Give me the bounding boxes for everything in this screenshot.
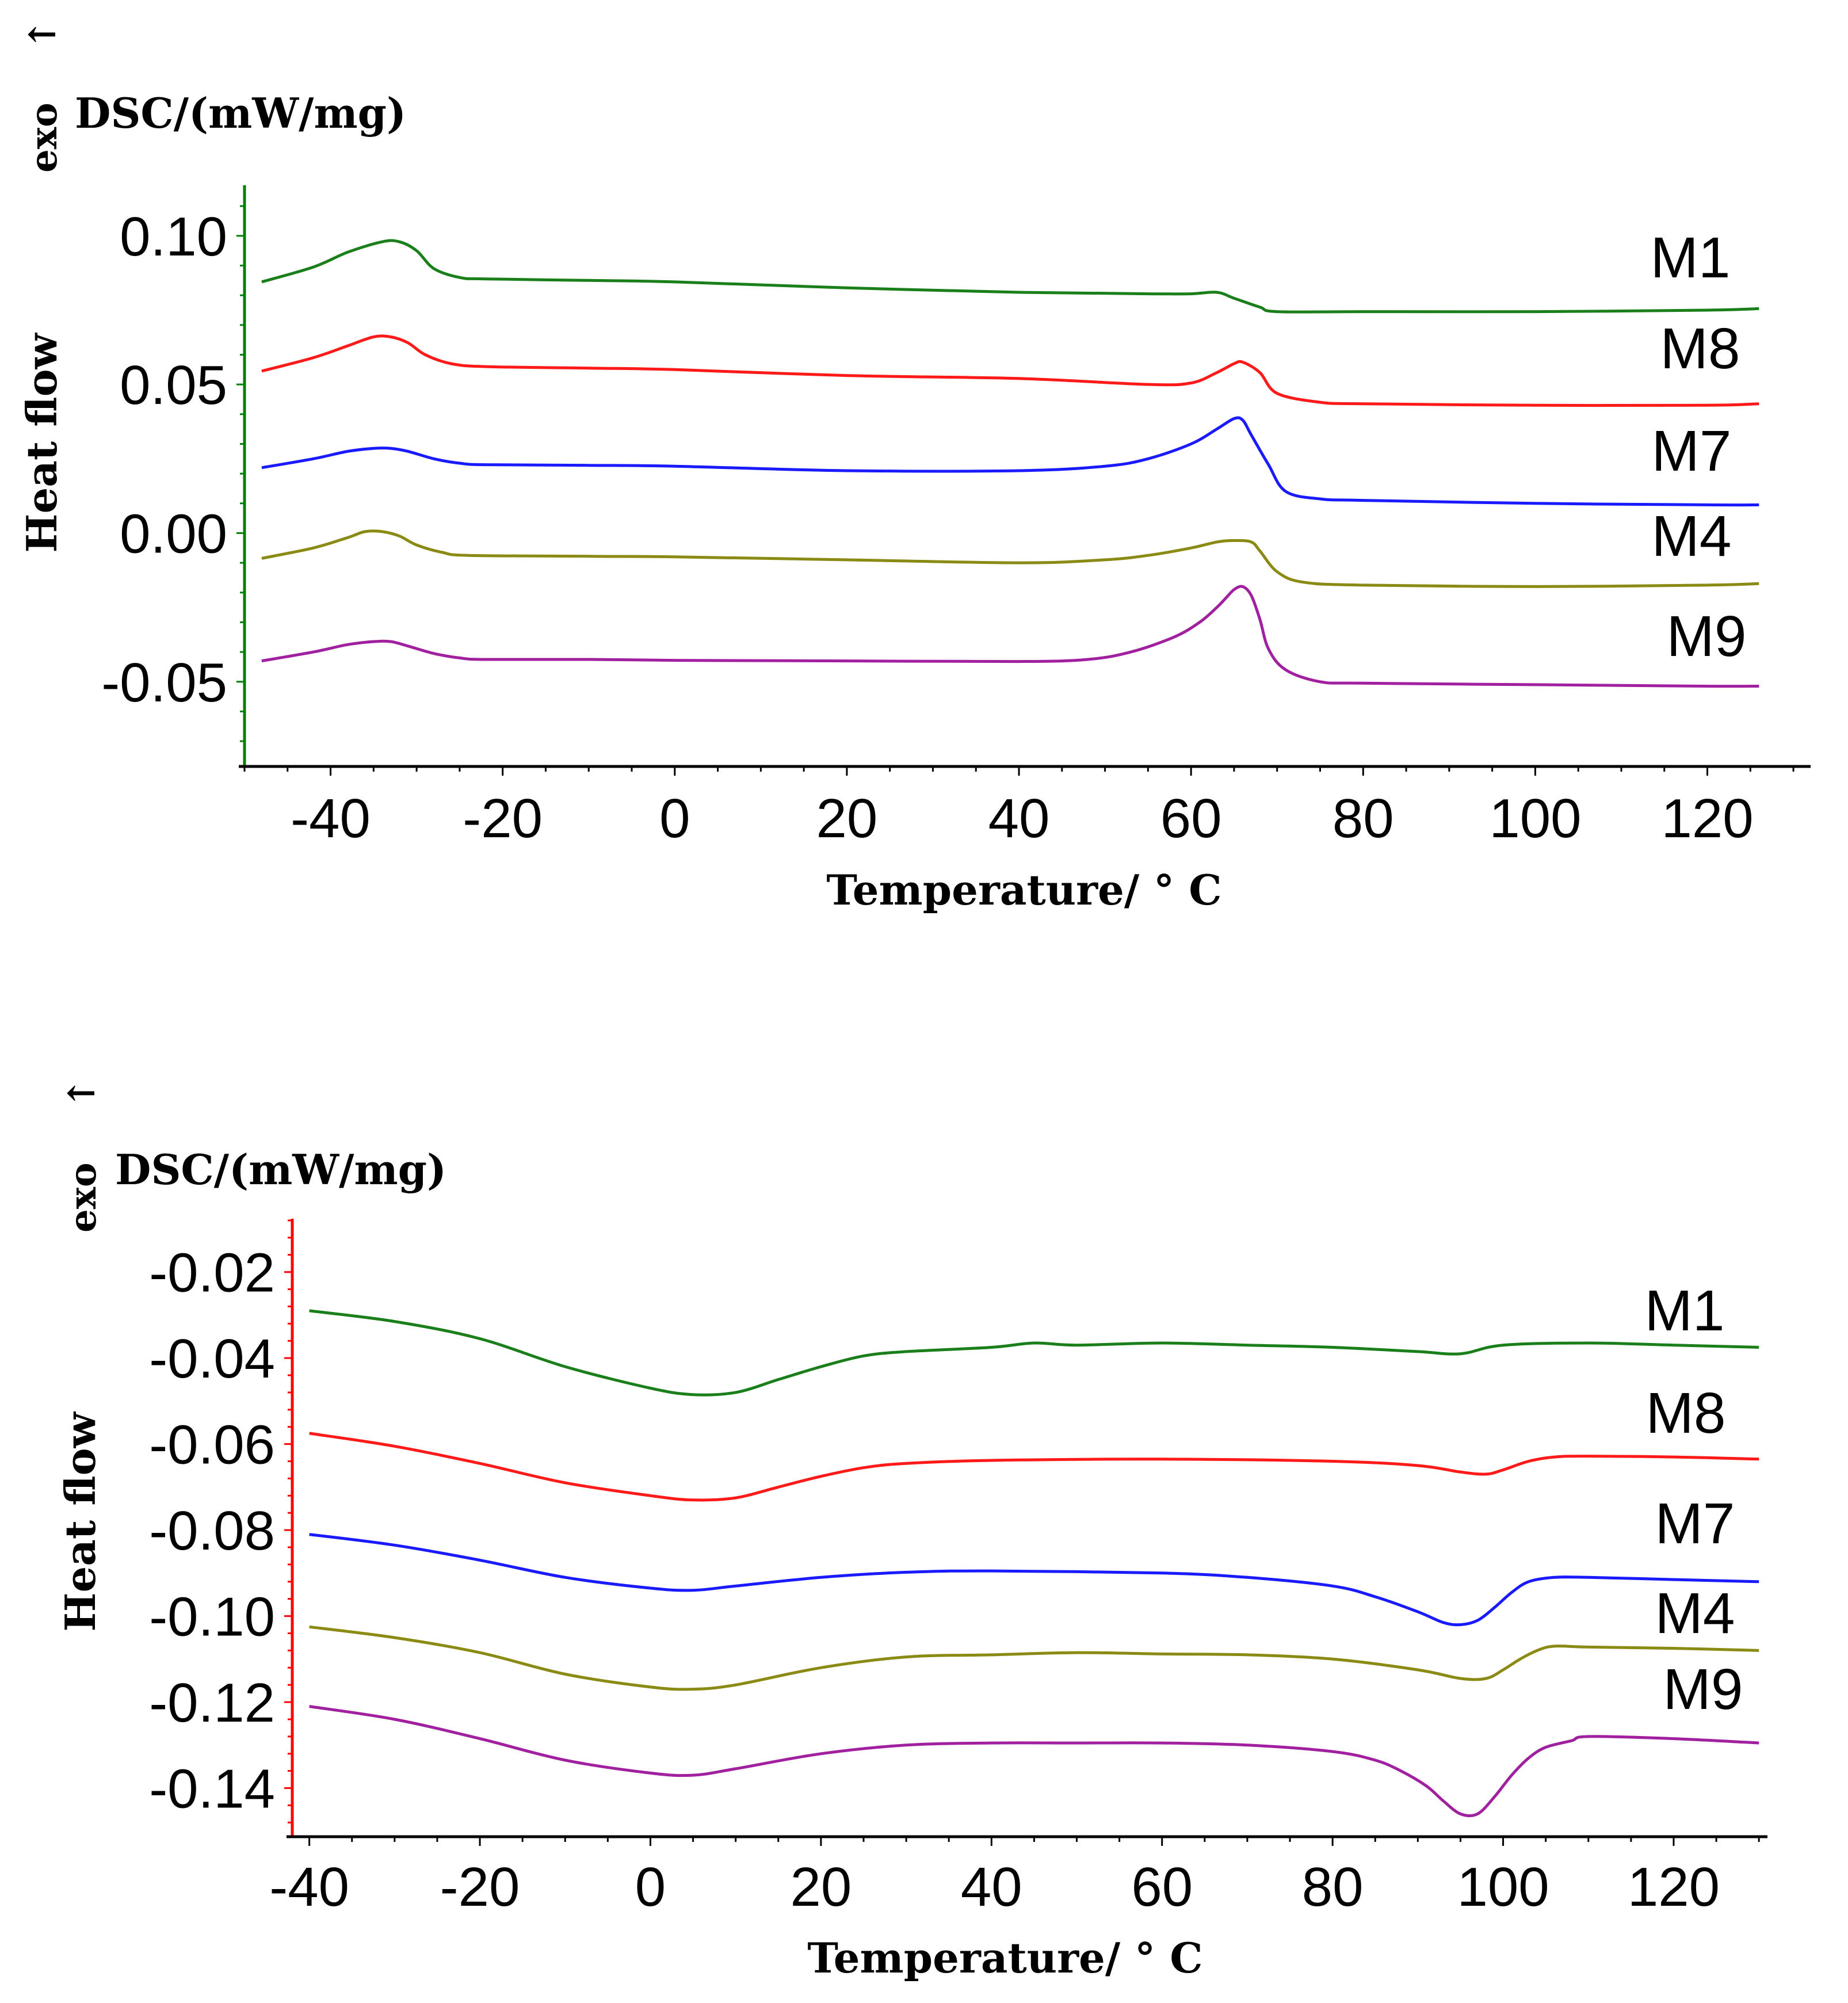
exo-label: exo (22, 102, 66, 173)
x-tick-label: 100 (1489, 788, 1581, 849)
x-tick-label: 60 (1160, 788, 1222, 849)
series-line-m1 (261, 239, 1759, 314)
x-ticks: -40 -20 0 20 40 60 80 100 120 (243, 766, 1794, 849)
x-tick-label: 40 (961, 1856, 1022, 1918)
x-tick-label: 80 (1332, 788, 1394, 849)
series-line-m1 (309, 1309, 1759, 1397)
x-tick-label: 40 (988, 788, 1050, 849)
y-tick-label: -0.12 (149, 1672, 275, 1734)
series-label-m9: M9 (1663, 1657, 1743, 1722)
x-tick-label: 100 (1457, 1856, 1549, 1918)
chart-panel-top: exo ↑ DSC/(mW/mg) Heat flow Temperature/… (17, 19, 1811, 914)
y-tick-label: 0.00 (120, 503, 227, 564)
x-tick-label: 120 (1661, 788, 1753, 849)
y-tick-label: -0.04 (149, 1328, 275, 1390)
exo-arrow-icon: ↑ (60, 1078, 104, 1109)
y-tick-label: -0.05 (101, 652, 227, 714)
y-tick-label: -0.06 (149, 1414, 275, 1476)
series-label-m7: M7 (1652, 419, 1732, 483)
y-ticks: 0.10 0.05 0.00 -0.05 (101, 205, 245, 742)
series-label-m8: M8 (1646, 1381, 1726, 1445)
y-tick-label: -0.02 (149, 1242, 275, 1304)
exo-arrow-icon: ↑ (21, 19, 64, 50)
series-label-m1: M1 (1651, 226, 1731, 290)
x-tick-label: 80 (1302, 1856, 1364, 1918)
series-line-m8 (309, 1432, 1759, 1502)
data-series (309, 1309, 1759, 1818)
x-tick-label: 20 (816, 788, 878, 849)
y-axis-units-label: DSC/(mW/mg) (115, 1145, 446, 1194)
series-label-m7: M7 (1655, 1491, 1735, 1556)
x-tick-label: 20 (790, 1856, 852, 1918)
series-line-m9 (261, 585, 1759, 688)
series-line-m7 (309, 1533, 1759, 1627)
x-tick-label: -40 (269, 1856, 349, 1918)
y-tick-label: -0.10 (149, 1586, 275, 1648)
x-ticks: -40 -20 0 20 40 60 80 100 120 (269, 1837, 1760, 1918)
series-label-m1: M1 (1645, 1279, 1725, 1343)
x-tick-label: 0 (635, 1856, 666, 1918)
series-line-m7 (261, 416, 1759, 507)
y-axis-title: Heat flow (56, 1411, 105, 1631)
x-tick-label: 60 (1131, 1856, 1193, 1918)
x-tick-label: 0 (659, 788, 690, 849)
y-ticks: -0.02 -0.04 -0.06 -0.08 -0.10 -0.12 -0.14 (149, 1219, 292, 1823)
y-axis-units-label: DSC/(mW/mg) (75, 89, 406, 138)
y-tick-label: 0.10 (120, 206, 227, 268)
series-label-m4: M4 (1652, 504, 1732, 569)
series-label-m4: M4 (1655, 1581, 1735, 1646)
chart-panel-bottom: exo ↑ DSC/(mW/mg) Heat flow Temperature/… (56, 1078, 1767, 1982)
x-axis-title: Temperature/ ° C (807, 1933, 1202, 1982)
series-label-m8: M8 (1660, 316, 1740, 381)
y-axis-title: Heat flow (17, 332, 66, 552)
series-line-m4 (261, 529, 1759, 588)
x-axis-title: Temperature/ ° C (826, 865, 1221, 914)
series-line-m9 (309, 1705, 1759, 1818)
x-tick-label: -40 (291, 788, 371, 849)
x-tick-label: -20 (463, 788, 543, 849)
series-line-m8 (261, 334, 1759, 407)
series-label-m9: M9 (1667, 604, 1747, 669)
series-line-m4 (309, 1625, 1759, 1691)
y-tick-label: -0.08 (149, 1500, 275, 1562)
y-tick-label: -0.14 (149, 1758, 275, 1820)
y-tick-label: 0.05 (120, 354, 227, 416)
x-tick-label: -20 (440, 1856, 520, 1918)
x-tick-label: 120 (1628, 1856, 1720, 1918)
exo-label: exo (62, 1162, 105, 1233)
data-series (261, 239, 1759, 688)
